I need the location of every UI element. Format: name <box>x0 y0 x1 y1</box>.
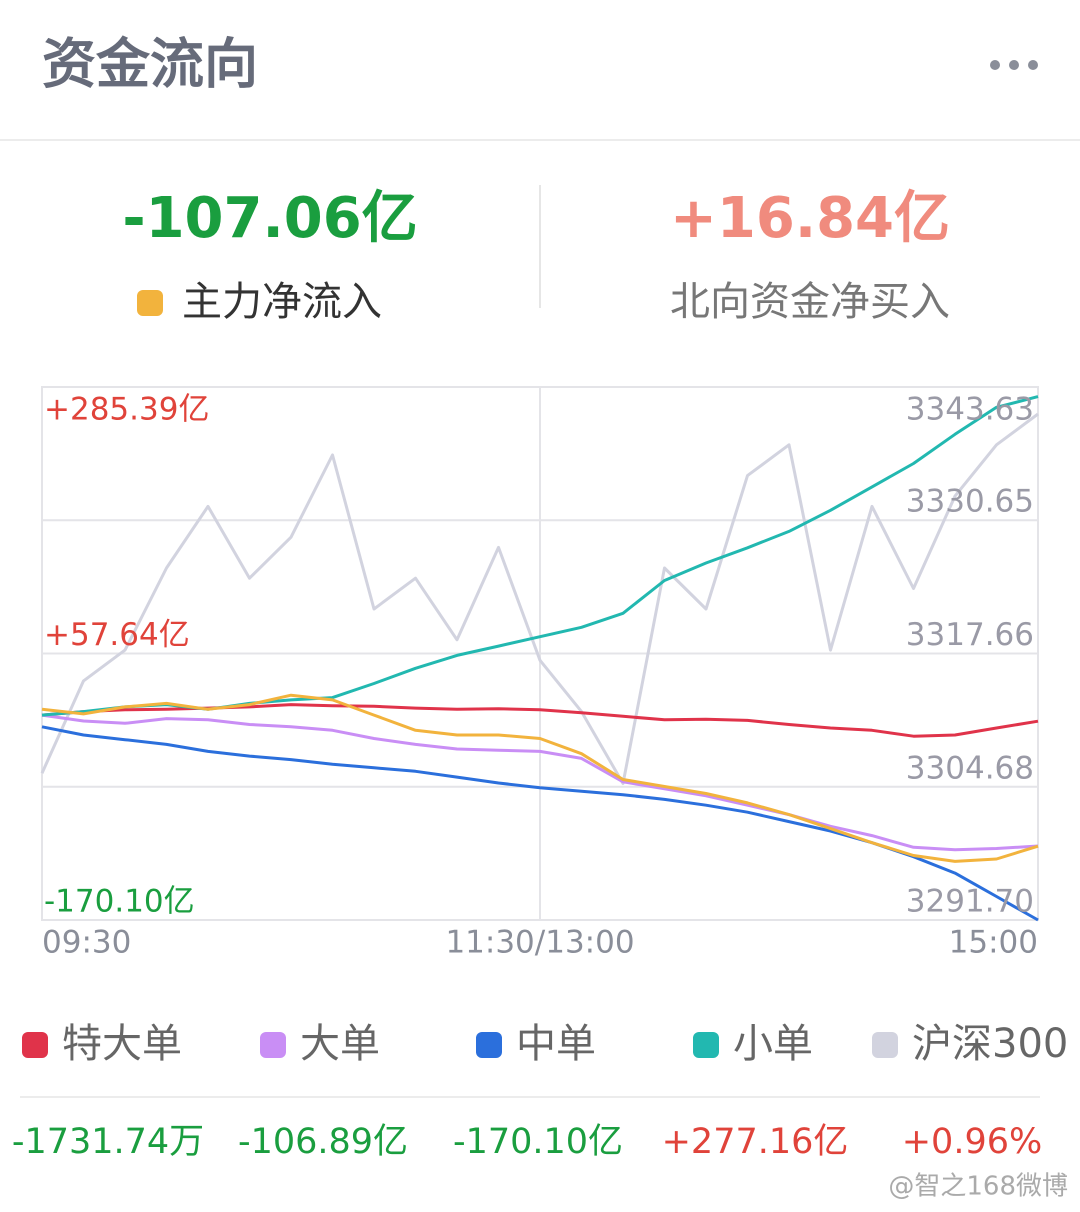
series-line <box>41 713 1039 852</box>
series-line <box>41 693 1039 863</box>
legend-label: 小单 <box>733 1021 813 1067</box>
page-title: 资金流向 <box>42 33 258 96</box>
main-inflow-label: 主力净流入 <box>182 279 382 325</box>
y2-tick-label: 3304.68 <box>906 750 1034 786</box>
legend-icon <box>693 1032 719 1058</box>
legend-label: 中单 <box>516 1021 596 1067</box>
legend-icon <box>476 1032 502 1058</box>
plot <box>40 395 1039 922</box>
legend-value: +277.16亿 <box>662 1122 849 1162</box>
legend-label: 大单 <box>300 1021 380 1067</box>
north-value: +16.84亿 <box>670 186 950 251</box>
legend-value: -106.89亿 <box>238 1122 408 1162</box>
y-tick-label: +57.64亿 <box>44 617 190 653</box>
legend-value: -170.10亿 <box>453 1122 623 1162</box>
legend-label: 沪深300 <box>912 1021 1068 1067</box>
y2-tick-label: 3343.63 <box>906 392 1034 428</box>
legend-label: 特大单 <box>62 1021 182 1067</box>
legend-icon <box>872 1032 898 1058</box>
y2-tick-label: 3291.70 <box>906 884 1034 920</box>
watermark: @智之168微博 <box>888 1172 1068 1202</box>
x-tick-label: 15:00 <box>949 925 1038 961</box>
x-tick-label: 09:30 <box>42 925 131 961</box>
x-tick-label: 11:30/13:00 <box>445 925 634 961</box>
series-line <box>40 412 1039 785</box>
y-tick-label: -170.10亿 <box>44 884 195 920</box>
north-label: 北向资金净买入 <box>670 279 950 325</box>
legend-icon <box>137 290 163 316</box>
y-tick-label: +285.39亿 <box>44 392 209 428</box>
main-inflow-value: -107.06亿 <box>122 186 417 251</box>
y2-tick-label: 3330.65 <box>906 484 1034 520</box>
legend-icon <box>260 1032 286 1058</box>
more-button[interactable] <box>990 60 1038 70</box>
legend-value: -1731.74万 <box>12 1122 204 1162</box>
legend-value: +0.96% <box>902 1122 1043 1162</box>
legend-icon <box>22 1032 48 1058</box>
y2-tick-label: 3317.66 <box>906 617 1034 653</box>
